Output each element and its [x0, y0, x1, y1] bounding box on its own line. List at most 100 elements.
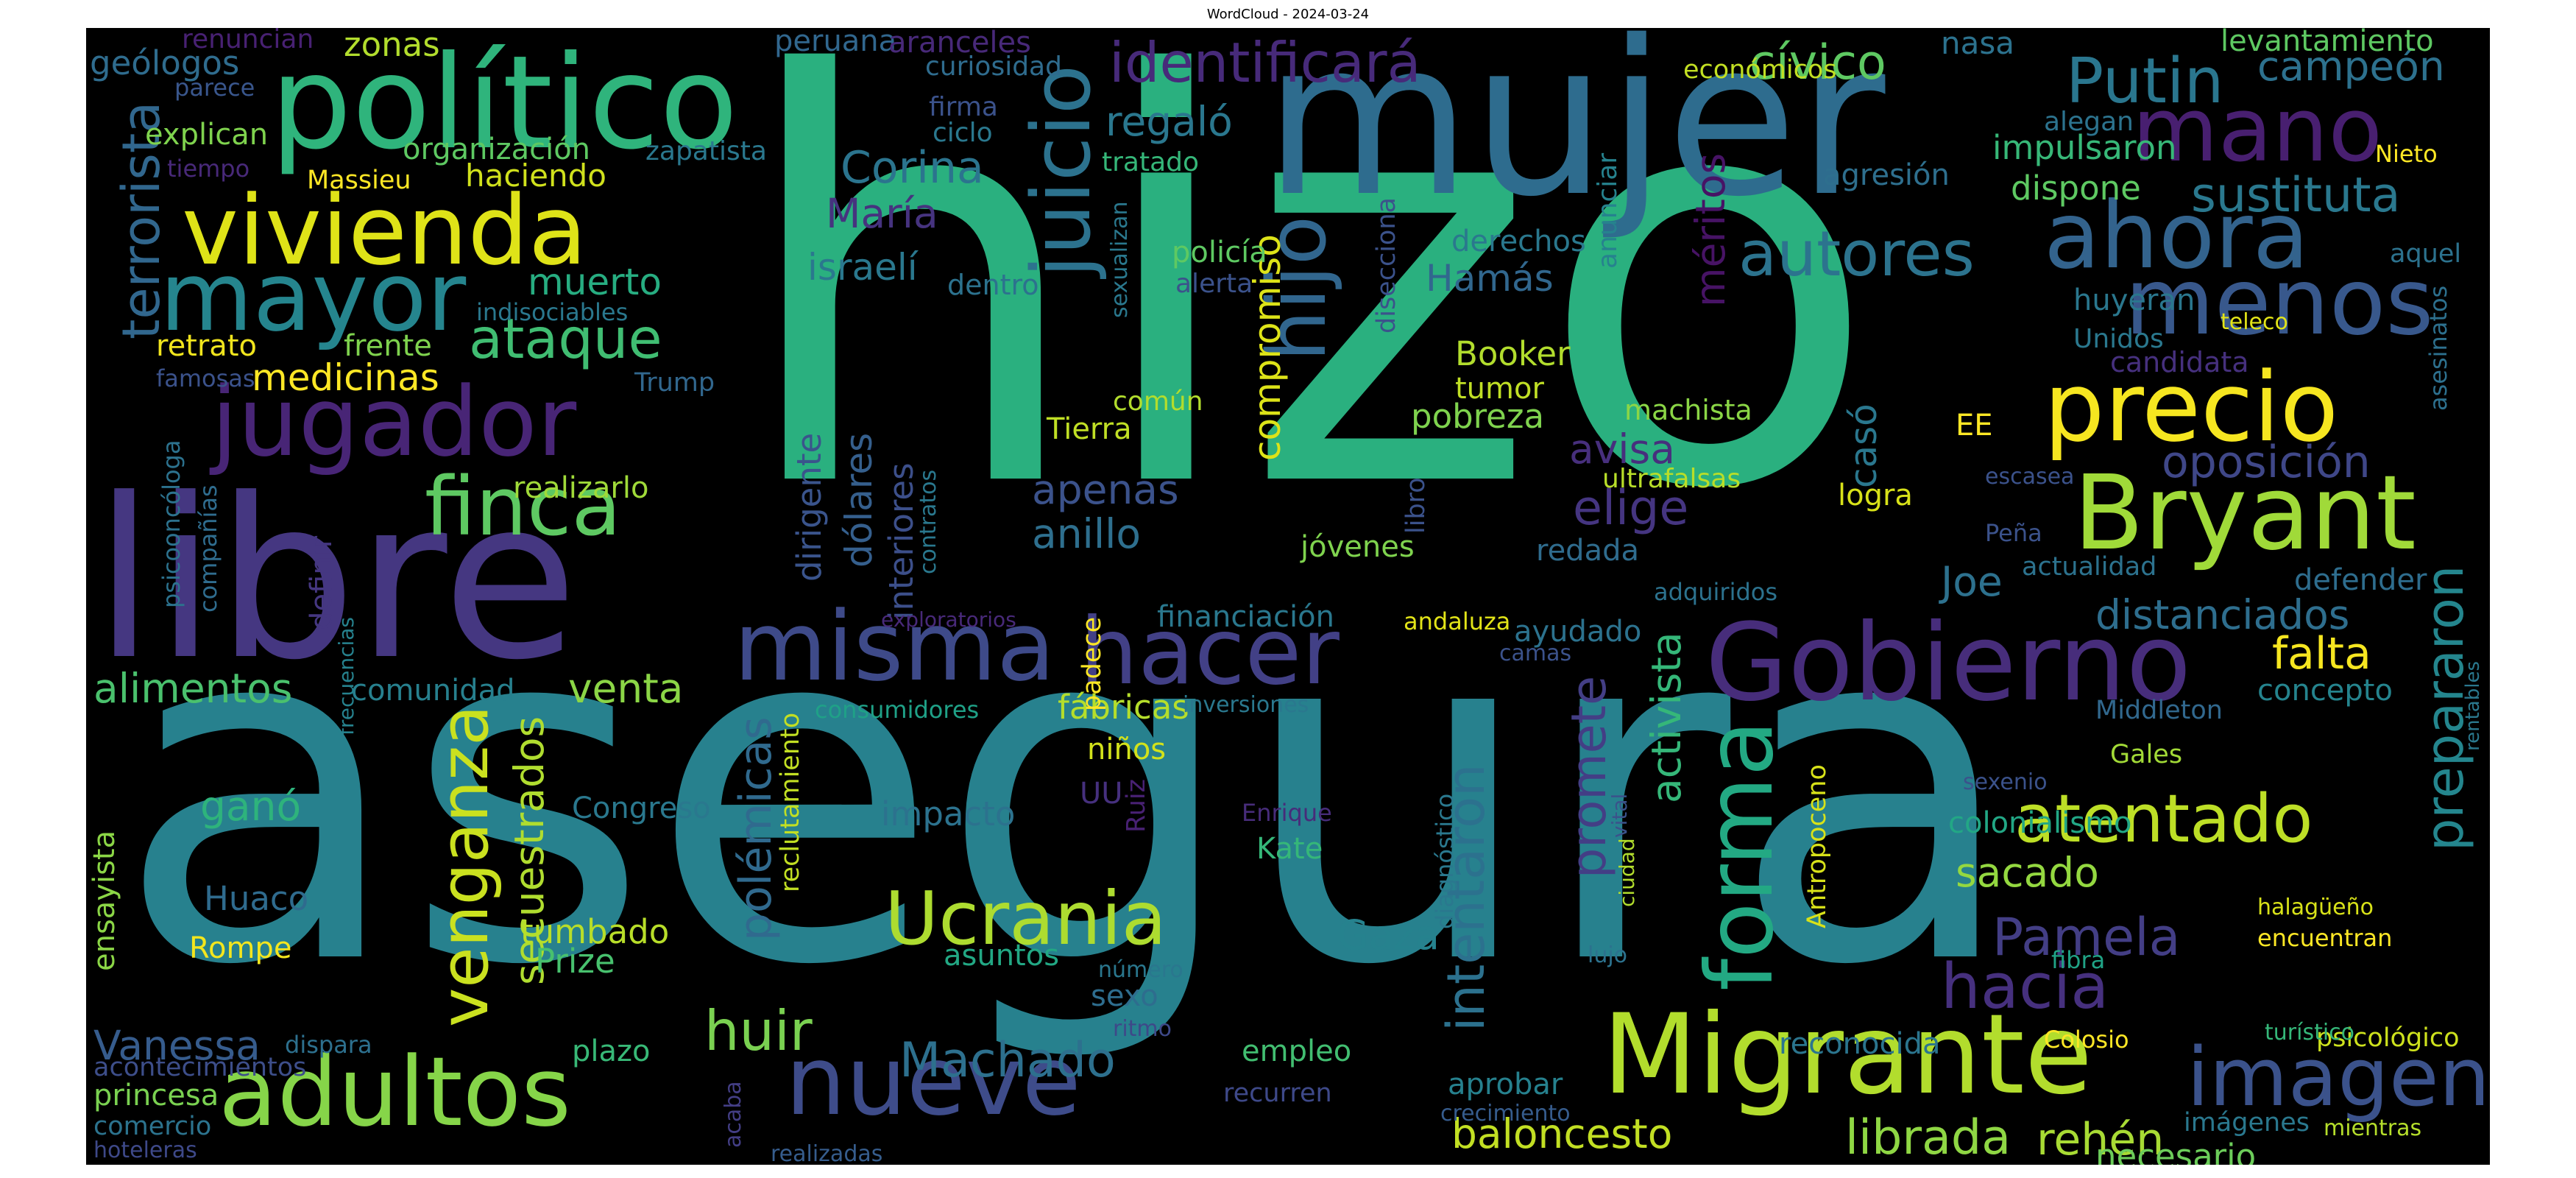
- word-librada: librada: [1845, 1110, 2011, 1165]
- word-jovenes: jóvenes: [1301, 530, 1415, 564]
- word-imagen: imagen: [2187, 1030, 2490, 1124]
- word-logra: logra: [1838, 479, 1913, 512]
- word-israeli: israelí: [807, 246, 918, 289]
- word-menos: menos: [2125, 249, 2434, 356]
- word-comun: común: [1113, 387, 1203, 417]
- word-antropoceno: Antropoceno: [1802, 764, 1832, 928]
- word-inversiones: inversiones: [1183, 692, 1309, 718]
- word-dirigente: dirigente: [790, 432, 829, 582]
- word-medicinas: medicinas: [252, 356, 439, 399]
- word-gano: ganó: [200, 783, 302, 830]
- word-mujer: mujer: [1264, 28, 1886, 244]
- word-unidos: Unidos: [2073, 324, 2164, 354]
- word-mayor: mayor: [160, 241, 467, 353]
- word-venta: venta: [568, 665, 684, 712]
- word-firma: firma: [929, 92, 998, 122]
- word-derechos: derechos: [1451, 225, 1586, 258]
- word-contratos: contratos: [916, 469, 941, 574]
- word-huyeran: huyeran: [2073, 283, 2195, 317]
- word-regalo: regaló: [1105, 98, 1233, 145]
- word-massieu: Massieu: [307, 166, 411, 195]
- word-consumidores: consumidores: [815, 696, 980, 724]
- word-vanessa: Vanessa: [93, 1022, 261, 1069]
- word-frecuencias: frecuencias: [334, 616, 358, 736]
- word-haciendo: haciendo: [465, 158, 606, 194]
- word-autores: autores: [1738, 218, 1975, 291]
- word-venganza: venganza: [426, 705, 503, 1027]
- word-teleco: teleco: [2221, 309, 2288, 335]
- word-huaco: Huaco: [204, 879, 309, 918]
- word-rentables: rentables: [2462, 661, 2484, 751]
- word-definir: definir: [305, 535, 339, 630]
- word-asuntos: asuntos: [944, 939, 1060, 973]
- word-hacer: hacer: [1080, 599, 1340, 705]
- word-lujo: lujo: [1588, 942, 1628, 968]
- word-dentro: dentro: [947, 269, 1039, 301]
- word-agresion: agresión: [1823, 158, 1950, 192]
- word-avisa: avisa: [1569, 426, 1675, 473]
- word-acontecimientos: acontecimientos: [93, 1053, 307, 1082]
- word-pobreza: pobreza: [1411, 397, 1545, 436]
- word-oposicion: oposición: [2162, 437, 2371, 488]
- word-alerta: alerta: [1175, 269, 1253, 299]
- word-zapatista: zapatista: [645, 136, 767, 166]
- word-princesa: princesa: [93, 1079, 219, 1112]
- word-tierra: Tierra: [1047, 412, 1132, 446]
- word-promete: promete: [1562, 675, 1617, 878]
- word-hamas: Hamás: [1426, 257, 1554, 300]
- word-impacto: impacto: [881, 794, 1016, 833]
- word-aquel: aquel: [2390, 239, 2462, 269]
- word-asesinatos: asesinatos: [2424, 285, 2452, 411]
- word-explican: explican: [145, 118, 269, 152]
- word-tumor: tumor: [1455, 372, 1544, 406]
- word-politico: político: [270, 29, 738, 178]
- word-numero: número: [1098, 957, 1183, 983]
- word-levantamiento: levantamiento: [2221, 28, 2434, 58]
- word-cloud-canvas: hizo asegura mujer libre político Migrante Bry…: [86, 28, 2490, 1165]
- word-psicooncologa: psicooncóloga: [158, 440, 185, 608]
- word-padece: padece: [1078, 616, 1107, 711]
- word-civico: cívico: [1749, 35, 1886, 91]
- word-gales: Gales: [2110, 740, 2183, 769]
- word-fabricas: fábricas: [1058, 688, 1189, 727]
- word-machista: machista: [1624, 394, 1752, 426]
- word-nieto: Nieto: [2375, 140, 2438, 168]
- word-ritmo: ritmo: [1113, 1016, 1172, 1042]
- word-sexenio: sexenio: [1963, 769, 2048, 795]
- word-crecimiento: crecimiento: [1440, 1101, 1571, 1126]
- word-misma: misma: [734, 590, 1055, 702]
- word-andaluza: andaluza: [1404, 607, 1511, 635]
- word-bryant: Bryant: [2073, 454, 2416, 574]
- word-policia: policía: [1172, 236, 1267, 269]
- word-corina: Corina: [841, 142, 984, 194]
- word-pamela: Pamela: [1992, 907, 2181, 967]
- word-meritos: méritos: [1687, 152, 1734, 307]
- word-jugador: jugador: [211, 366, 577, 478]
- word-famosas: famosas: [156, 364, 255, 392]
- word-activista: activista: [1643, 632, 1690, 803]
- word-atentado: atentado: [2014, 780, 2313, 858]
- word-migrante: Migrante: [1602, 991, 2093, 1119]
- word-actualidad: actualidad: [2022, 552, 2157, 582]
- word-sexo: sexo: [1091, 979, 1158, 1013]
- word-parece: parece: [174, 74, 255, 102]
- word-indisociables: indisociables: [476, 298, 629, 326]
- word-putin: Putin: [2066, 45, 2224, 118]
- word-adultos: adultos: [219, 1036, 571, 1148]
- word-adquiridos: adquiridos: [1654, 578, 1778, 606]
- word-mano: mano: [2132, 80, 2382, 182]
- word-ciudad: ciudad: [1615, 838, 1639, 907]
- word-diagnostico: diagnóstico: [1431, 793, 1459, 929]
- word-redada: redada: [1536, 534, 1639, 568]
- word-kate: Kate: [1256, 832, 1323, 866]
- word-machado: Machado: [899, 1033, 1116, 1088]
- word-huir: huir: [704, 998, 813, 1063]
- word-sexualizan: sexualizan: [1107, 201, 1133, 318]
- word-baloncesto: baloncesto: [1451, 1110, 1673, 1157]
- word-organizacion: organización: [403, 133, 591, 166]
- word-forma: forma: [1687, 719, 1794, 991]
- word-colosio: Colosio: [2044, 1026, 2129, 1054]
- word-uu: UU: [1080, 777, 1123, 811]
- word-hacia: hacia: [1941, 950, 2109, 1023]
- word-economicos: económicos: [1683, 55, 1837, 85]
